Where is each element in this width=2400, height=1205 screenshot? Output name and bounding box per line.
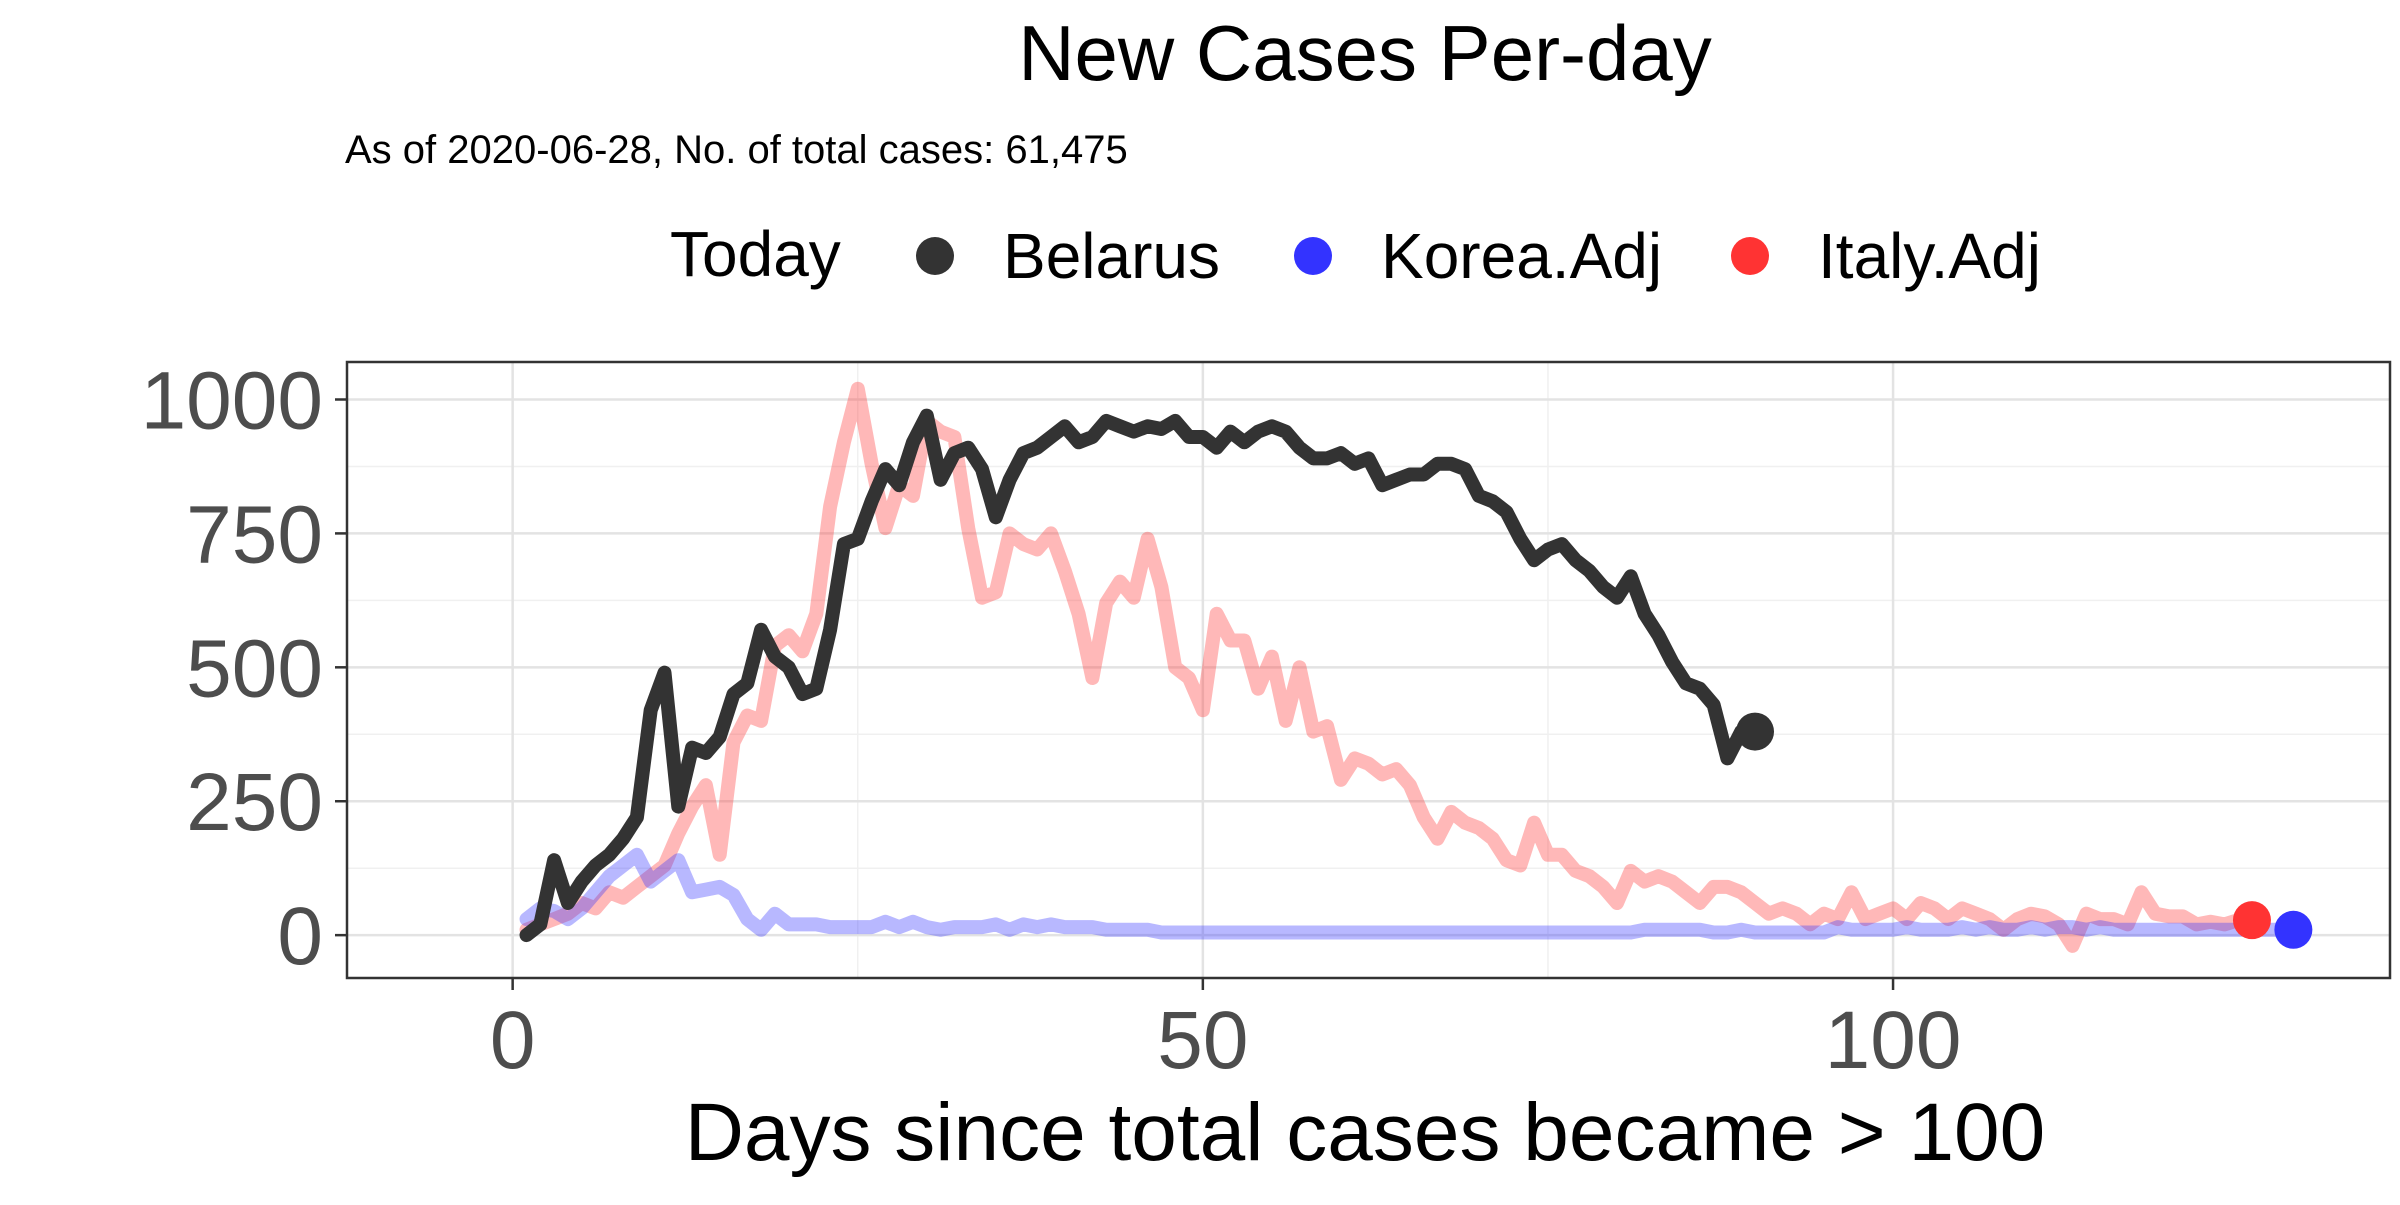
y-tick-label: 250 [186, 757, 323, 848]
y-tick-label: 750 [186, 489, 323, 580]
grid [347, 362, 2390, 978]
legend-entries: Belarus Korea.Adj Italy.Adj [916, 220, 2041, 292]
series-lines [519, 381, 2301, 953]
legend: Today Belarus Korea.Adj Italy.Adj [670, 218, 2041, 292]
legend-key-italy-adj [1731, 237, 1769, 275]
chart-subtitle: As of 2020-06-28, No. of total cases: 61… [345, 128, 1128, 172]
y-tick-label: 0 [277, 891, 323, 982]
today-points [1736, 712, 2313, 949]
legend-label-belarus: Belarus [1003, 220, 1220, 292]
legend-label-korea-adj: Korea.Adj [1381, 220, 1662, 292]
legend-label-italy-adj: Italy.Adj [1818, 220, 2041, 292]
x-tick-label: 100 [1825, 995, 1962, 1086]
today-point-korea-adj [2274, 910, 2313, 949]
plot-border [345, 360, 2392, 980]
legend-key-belarus [916, 237, 954, 275]
today-point-italy-adj [2232, 901, 2271, 940]
series-line-korea-adj [519, 847, 2301, 940]
y-tick-label: 500 [186, 623, 323, 714]
plot-area [345, 360, 2392, 980]
x-axis-label: Days since total cases became > 100 [685, 1087, 2046, 1178]
x-tick-label: 50 [1157, 995, 1248, 1086]
x-tick-label: 0 [490, 995, 536, 1086]
legend-title: Today [670, 218, 841, 290]
legend-key-korea-adj [1294, 237, 1332, 275]
series-line-italy-adj [519, 381, 2259, 953]
chart-title: New Cases Per-day [1018, 9, 1712, 97]
series-line-belarus [519, 408, 1762, 943]
today-point-belarus [1736, 712, 1775, 751]
y-tick-label: 1000 [141, 355, 323, 446]
